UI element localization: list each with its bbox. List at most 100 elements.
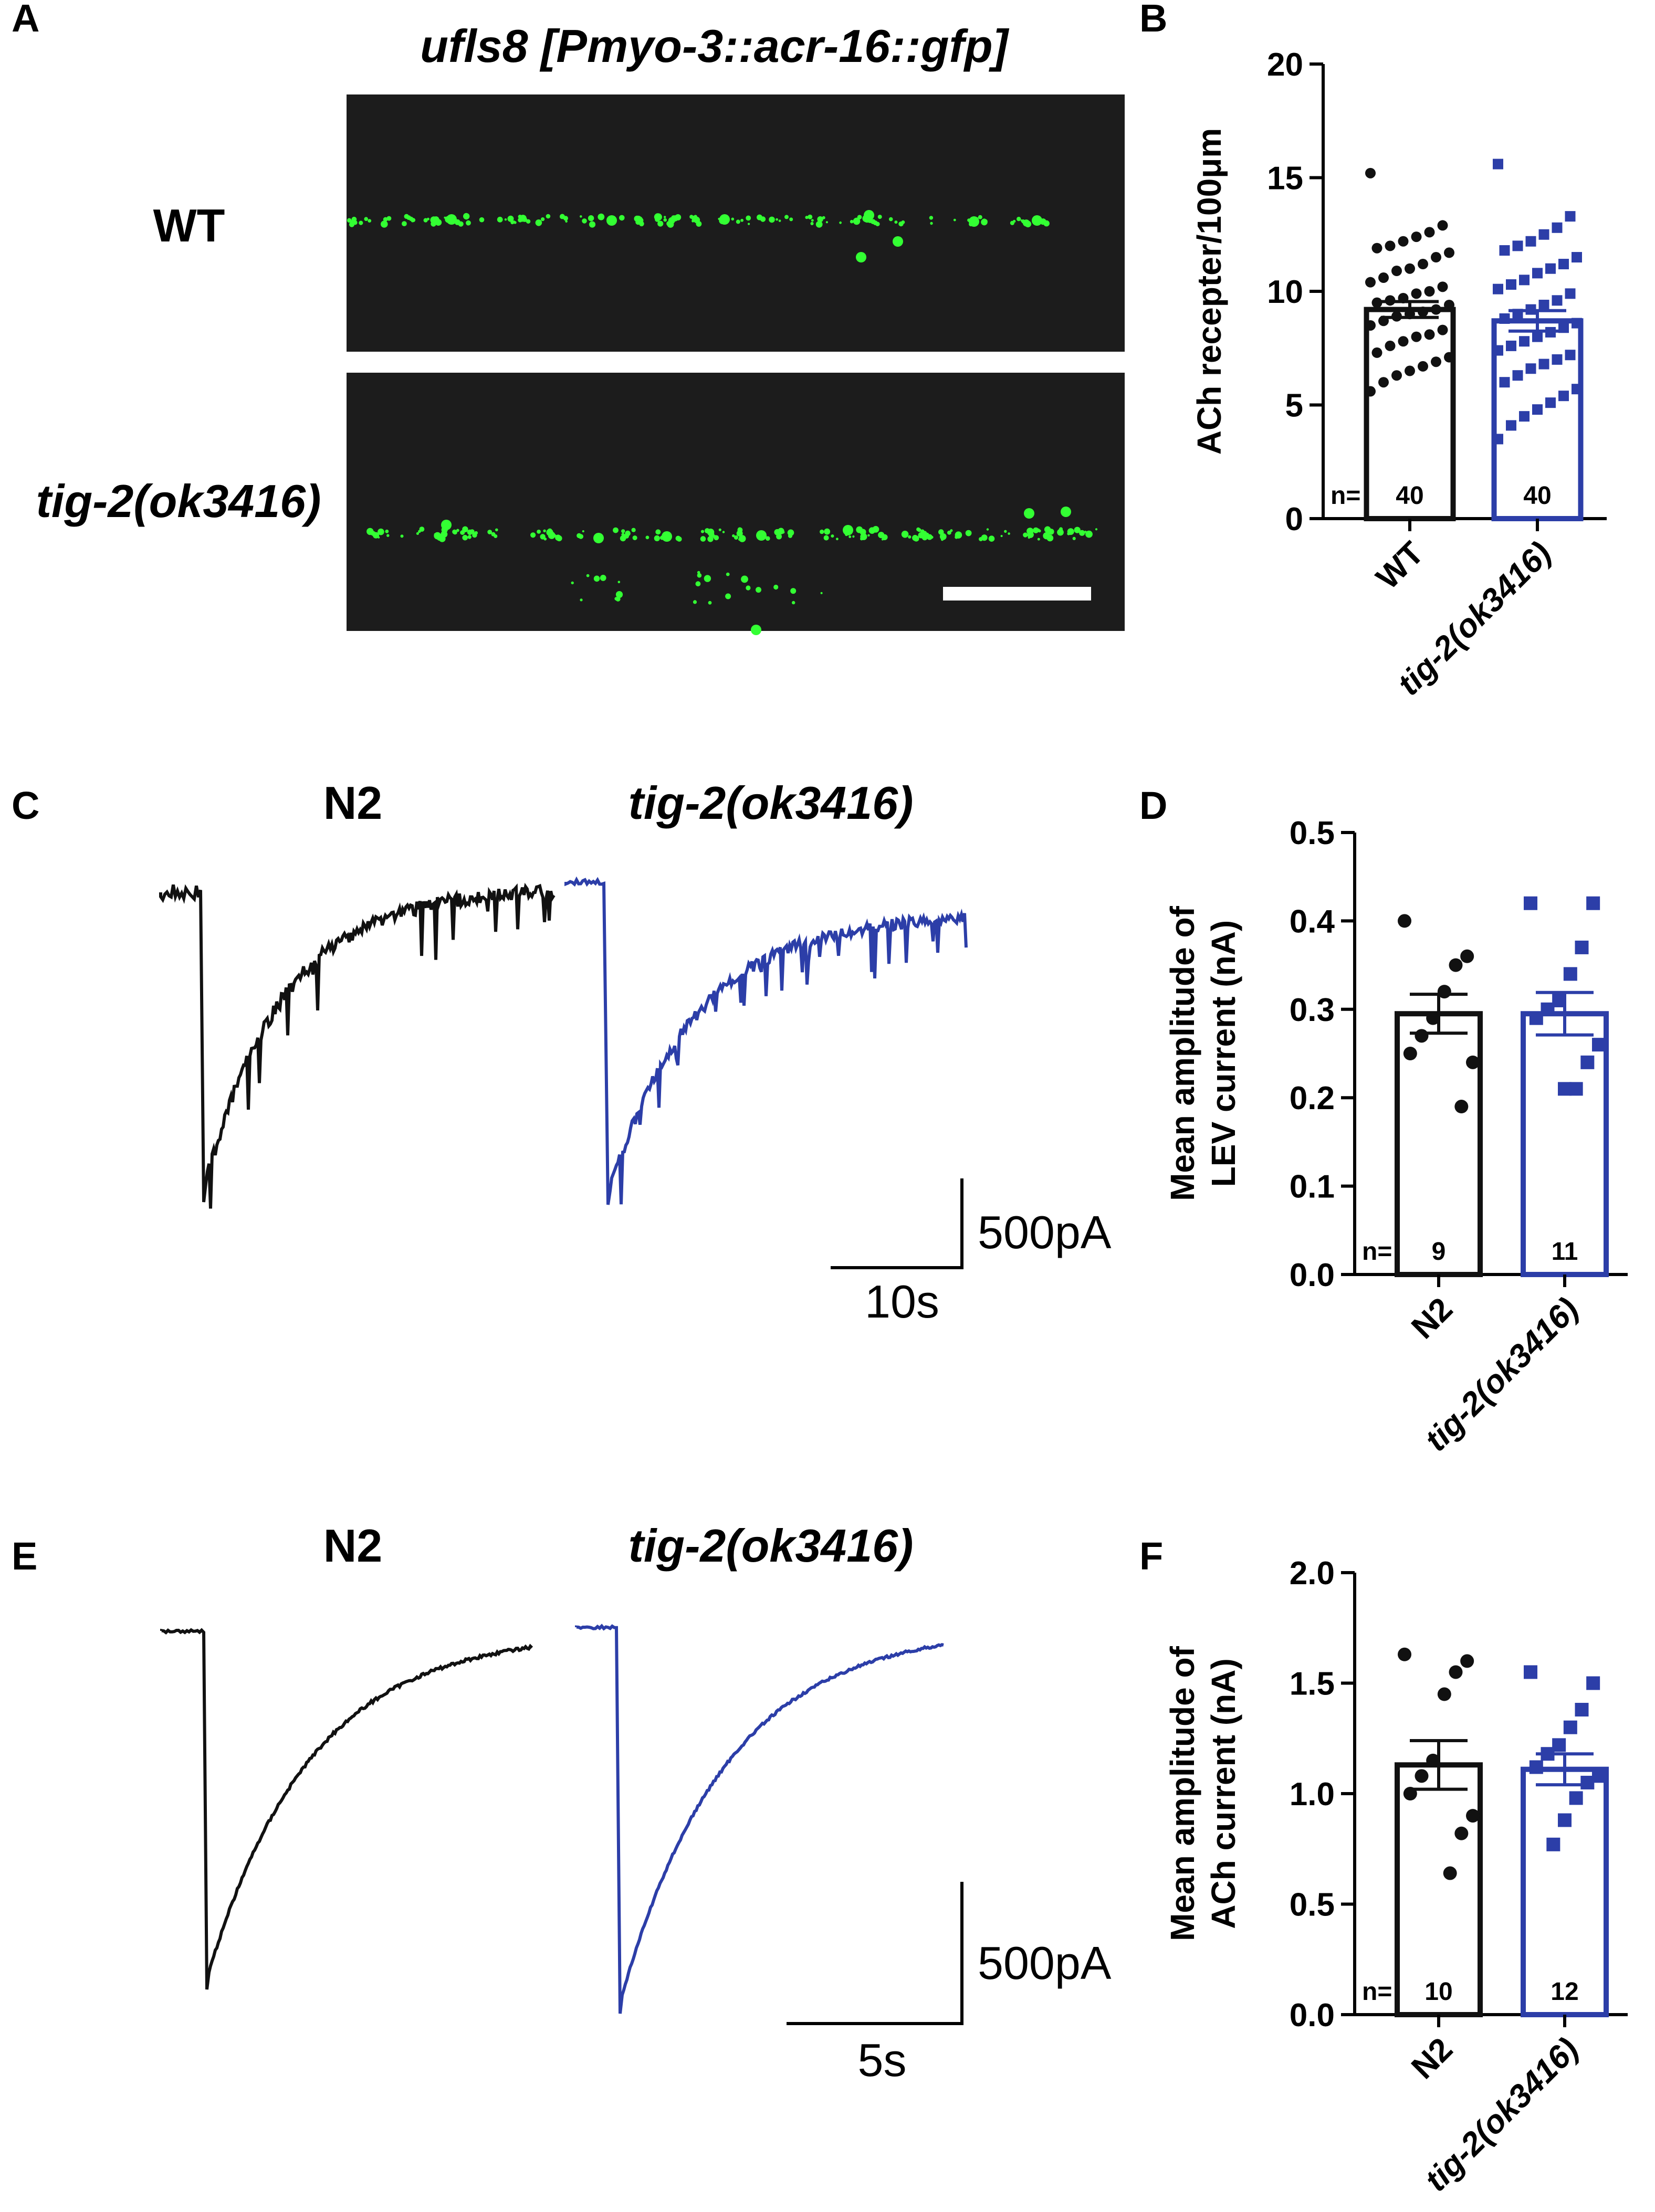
gfp-punctum: [719, 214, 730, 225]
gfp-punctum: [877, 215, 882, 219]
n-prefix: n=: [1331, 482, 1360, 510]
gfp-punctum: [400, 534, 404, 538]
gfp-punctum: [580, 215, 582, 218]
panel-letter-b: B: [1139, 0, 1167, 40]
gfp-punctum: [930, 222, 933, 225]
data-point: [1398, 914, 1411, 928]
gfp-punctum: [756, 587, 761, 593]
gfp-punctum: [751, 625, 761, 635]
gfp-punctum: [514, 221, 517, 224]
gfp-punctum: [535, 219, 542, 226]
data-point: [1563, 967, 1577, 981]
gfp-punctum: [820, 529, 824, 534]
gfp-punctum: [696, 221, 702, 227]
gfp-punctum: [541, 217, 545, 222]
gfp-punctum: [917, 528, 921, 532]
data-point: [1493, 345, 1503, 356]
data-point: [1552, 222, 1563, 233]
gfp-punctum: [893, 236, 903, 247]
gfp-punctum: [563, 216, 568, 221]
gfp-punctum: [1026, 528, 1034, 535]
gfp-punctum: [1043, 220, 1050, 227]
panel-letter-d: D: [1139, 784, 1167, 827]
scale-bar: [943, 587, 1091, 601]
data-point: [1538, 359, 1549, 370]
data-point: [1524, 1665, 1537, 1679]
gfp-punctum: [882, 534, 888, 541]
x-tick-label: N2: [1405, 2031, 1460, 2086]
scale-bar-c: [831, 1178, 963, 1269]
gfp-punctum: [537, 530, 541, 534]
y-axis-label: ACh recepter/100μm: [1190, 128, 1228, 455]
gfp-punctum: [662, 531, 672, 542]
data-point: [1558, 322, 1569, 333]
data-point: [1506, 340, 1516, 351]
gfp-punctum: [748, 223, 750, 225]
gfp-punctum: [708, 601, 712, 605]
gfp-punctum: [386, 216, 392, 221]
gfp-punctum: [953, 218, 956, 222]
gfp-punctum: [423, 218, 428, 223]
data-point: [1493, 283, 1503, 294]
data-point: [1545, 263, 1556, 274]
gfp-punctum: [1046, 534, 1054, 542]
gfp-punctum: [368, 219, 372, 223]
gfp-punctum: [655, 529, 661, 535]
data-point: [1449, 1665, 1463, 1679]
data-point: [1529, 1011, 1543, 1025]
gfp-punctum: [789, 217, 793, 222]
data-point: [1565, 350, 1576, 361]
gfp-punctum: [738, 538, 741, 541]
gfp-punctum: [746, 215, 751, 221]
data-point: [1431, 252, 1441, 263]
data-point: [1586, 896, 1600, 910]
data-point: [1512, 240, 1523, 251]
data-point: [1545, 397, 1556, 408]
gfp-punctum: [504, 218, 507, 221]
gfp-punctum: [1057, 529, 1064, 536]
gfp-punctum: [598, 213, 605, 220]
data-point: [1506, 420, 1516, 431]
gfp-punctum: [403, 222, 407, 226]
gfp-punctum: [853, 217, 861, 225]
gfp-punctum: [1037, 538, 1040, 541]
panel-letter-a: A: [12, 0, 39, 40]
gfp-punctum: [988, 535, 995, 542]
data-point: [1403, 1047, 1417, 1060]
gfp-punctum: [831, 534, 834, 538]
gfp-punctum: [823, 535, 829, 541]
gfp-punctum: [676, 536, 682, 542]
y-tick-label: 1.5: [1290, 1666, 1335, 1702]
gfp-punctum: [732, 534, 735, 538]
data-point: [1424, 286, 1435, 297]
chart-d: 0.0 0.1 0.2 0.3 0.4 0.5 Mean amplitude ofLEV c…: [1164, 815, 1628, 1458]
data-point: [1371, 243, 1382, 254]
data-point: [1391, 370, 1402, 381]
y-axis-label: Mean amplitude ofACh current (nA): [1164, 1646, 1242, 1941]
gfp-punctum: [1024, 508, 1034, 519]
gfp-punctum: [1095, 528, 1098, 531]
y-tick-label: 20: [1267, 47, 1303, 83]
gfp-punctum: [707, 536, 714, 542]
gfp-punctum: [901, 220, 905, 224]
trace-label-tig2-c: tig-2(ok3416): [629, 777, 914, 829]
data-point: [1418, 361, 1428, 372]
gfp-punctum: [495, 528, 498, 532]
gfp-punctum: [913, 535, 919, 542]
data-point: [1365, 386, 1376, 397]
data-point: [1569, 1791, 1583, 1805]
gfp-punctum: [625, 530, 631, 536]
data-point: [1541, 1747, 1555, 1761]
gfp-punctum: [588, 215, 594, 222]
gfp-punctum: [810, 222, 814, 225]
data-point: [1538, 229, 1549, 240]
n-prefix: n=: [1362, 1978, 1392, 2006]
data-point: [1506, 279, 1516, 290]
data-point: [1437, 1687, 1451, 1701]
data-point: [1437, 324, 1448, 335]
gfp-punctum: [836, 538, 839, 541]
data-point: [1572, 252, 1582, 263]
data-point: [1431, 304, 1441, 315]
data-point: [1565, 288, 1576, 299]
